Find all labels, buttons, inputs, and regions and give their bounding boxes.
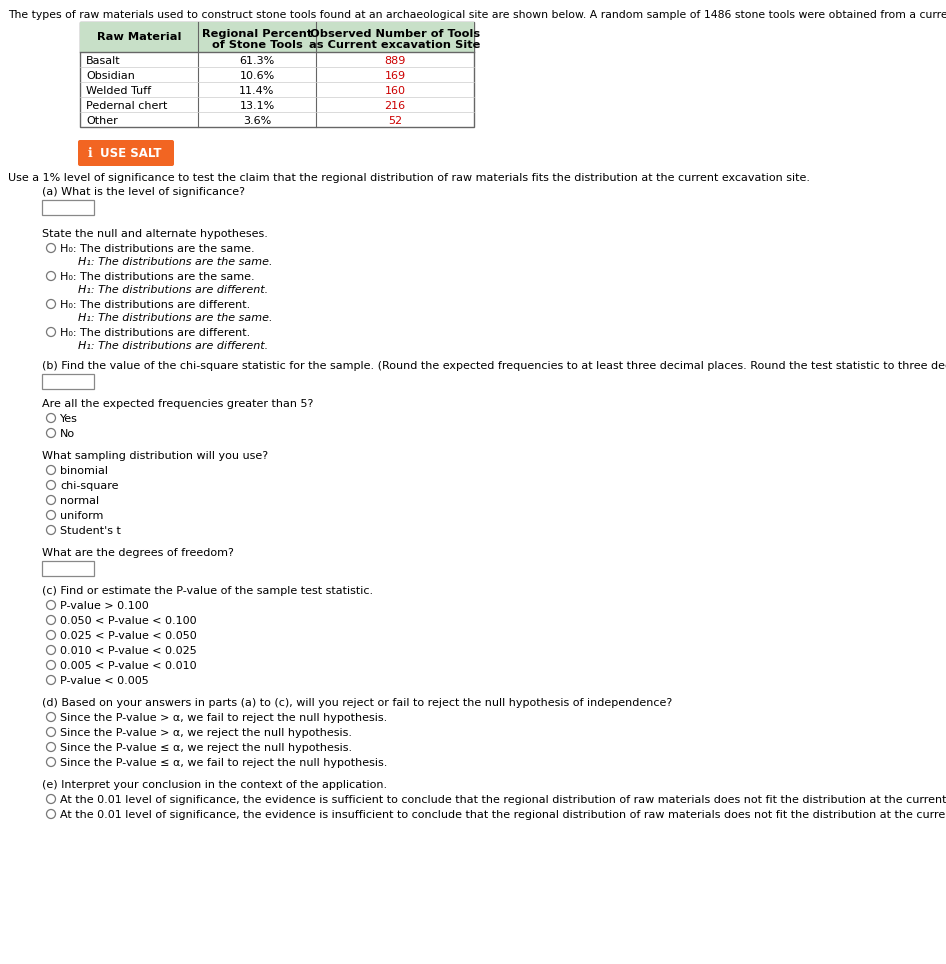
Text: Use a 1% level of significance to test the claim that the regional distribution : Use a 1% level of significance to test t…: [8, 173, 810, 183]
Text: 0.025 < P-value < 0.050: 0.025 < P-value < 0.050: [60, 631, 197, 641]
Text: At the 0.01 level of significance, the evidence is sufficient to conclude that t: At the 0.01 level of significance, the e…: [60, 795, 946, 805]
Text: 13.1%: 13.1%: [239, 101, 274, 111]
Text: normal: normal: [60, 496, 99, 506]
Text: Student's t: Student's t: [60, 526, 121, 536]
Bar: [42, 200, 94, 215]
Text: Welded Tuff: Welded Tuff: [86, 86, 151, 96]
Bar: [80, 22, 474, 52]
Text: Observed Number of Tools: Observed Number of Tools: [310, 29, 480, 39]
Text: ℹ: ℹ: [88, 147, 93, 160]
Text: 61.3%: 61.3%: [239, 56, 274, 66]
Text: P-value > 0.100: P-value > 0.100: [60, 601, 149, 611]
Bar: [42, 561, 94, 576]
Text: 0.010 < P-value < 0.025: 0.010 < P-value < 0.025: [60, 646, 197, 656]
Text: chi-square: chi-square: [60, 481, 118, 491]
Text: Since the P-value ≤ α, we reject the null hypothesis.: Since the P-value ≤ α, we reject the nul…: [60, 743, 352, 753]
Text: State the null and alternate hypotheses.: State the null and alternate hypotheses.: [42, 229, 268, 239]
Text: The types of raw materials used to construct stone tools found at an archaeologi: The types of raw materials used to const…: [8, 10, 946, 20]
Text: No: No: [60, 429, 75, 439]
Text: 52: 52: [388, 116, 402, 126]
Text: Pedernal chert: Pedernal chert: [86, 101, 167, 111]
Text: Other: Other: [86, 116, 117, 126]
Text: Since the P-value ≤ α, we fail to reject the null hypothesis.: Since the P-value ≤ α, we fail to reject…: [60, 758, 387, 768]
FancyBboxPatch shape: [78, 140, 174, 166]
Text: (a) What is the level of significance?: (a) What is the level of significance?: [42, 187, 245, 197]
Text: 0.005 < P-value < 0.010: 0.005 < P-value < 0.010: [60, 661, 197, 671]
Text: 10.6%: 10.6%: [239, 71, 274, 81]
Text: Basalt: Basalt: [86, 56, 121, 66]
Text: binomial: binomial: [60, 466, 108, 476]
Text: H₀: The distributions are different.: H₀: The distributions are different.: [60, 328, 251, 338]
Text: H₁: The distributions are different.: H₁: The distributions are different.: [78, 341, 268, 351]
Text: 216: 216: [384, 101, 406, 111]
Text: 3.6%: 3.6%: [243, 116, 272, 126]
Text: 889: 889: [384, 56, 406, 66]
Text: (e) Interpret your conclusion in the context of the application.: (e) Interpret your conclusion in the con…: [42, 780, 387, 790]
Text: Since the P-value > α, we fail to reject the null hypothesis.: Since the P-value > α, we fail to reject…: [60, 713, 387, 723]
Text: (d) Based on your answers in parts (a) to (c), will you reject or fail to reject: (d) Based on your answers in parts (a) t…: [42, 698, 673, 708]
Text: Regional Percent: Regional Percent: [201, 29, 312, 39]
Text: Obsidian: Obsidian: [86, 71, 135, 81]
Text: (b) Find the value of the chi-square statistic for the sample. (Round the expect: (b) Find the value of the chi-square sta…: [42, 361, 946, 371]
Text: At the 0.01 level of significance, the evidence is insufficient to conclude that: At the 0.01 level of significance, the e…: [60, 810, 946, 820]
Text: What sampling distribution will you use?: What sampling distribution will you use?: [42, 451, 268, 461]
Text: Yes: Yes: [60, 414, 78, 424]
Bar: [80, 22, 474, 127]
Text: Raw Material: Raw Material: [96, 32, 182, 42]
Text: 160: 160: [384, 86, 406, 96]
Text: P-value < 0.005: P-value < 0.005: [60, 676, 149, 686]
Text: Are all the expected frequencies greater than 5?: Are all the expected frequencies greater…: [42, 399, 313, 409]
Text: of Stone Tools: of Stone Tools: [212, 40, 303, 50]
Text: (c) Find or estimate the P-value of the sample test statistic.: (c) Find or estimate the P-value of the …: [42, 586, 373, 596]
Text: H₀: The distributions are the same.: H₀: The distributions are the same.: [60, 244, 254, 254]
Text: H₀: The distributions are the same.: H₀: The distributions are the same.: [60, 272, 254, 282]
Text: H₁: The distributions are the same.: H₁: The distributions are the same.: [78, 313, 272, 323]
Text: H₀: The distributions are different.: H₀: The distributions are different.: [60, 300, 251, 310]
Text: Since the P-value > α, we reject the null hypothesis.: Since the P-value > α, we reject the nul…: [60, 728, 352, 738]
Text: H₁: The distributions are the same.: H₁: The distributions are the same.: [78, 257, 272, 267]
Text: 11.4%: 11.4%: [239, 86, 274, 96]
Text: 0.050 < P-value < 0.100: 0.050 < P-value < 0.100: [60, 616, 197, 626]
Bar: [42, 374, 94, 389]
Text: What are the degrees of freedom?: What are the degrees of freedom?: [42, 548, 234, 558]
Text: 169: 169: [384, 71, 406, 81]
Text: uniform: uniform: [60, 511, 103, 521]
Text: as Current excavation Site: as Current excavation Site: [309, 40, 481, 50]
Text: USE SALT: USE SALT: [100, 147, 162, 160]
Text: H₁: The distributions are different.: H₁: The distributions are different.: [78, 285, 268, 295]
